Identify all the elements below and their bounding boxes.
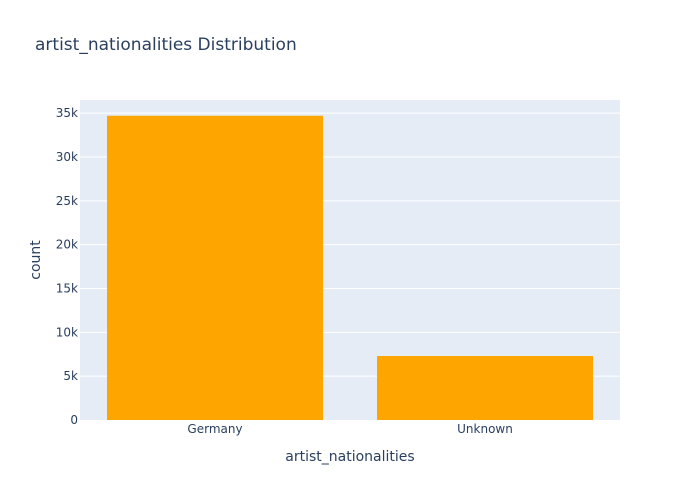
- y-tick-label: 25k: [56, 194, 78, 208]
- x-axis-ticks: Germany Unknown: [187, 422, 512, 436]
- y-tick-label: 20k: [56, 238, 78, 252]
- y-tick-label: 10k: [56, 325, 78, 339]
- y-tick-label: 15k: [56, 281, 78, 295]
- bars: [107, 115, 593, 420]
- y-axis-ticks: 0 5k 10k 15k 20k 25k 30k 35k: [56, 106, 78, 427]
- x-tick-label: Unknown: [457, 422, 513, 436]
- x-axis-title: artist_nationalities: [285, 449, 414, 465]
- y-tick-label: 30k: [56, 150, 78, 164]
- bar-unknown: [377, 356, 593, 420]
- y-axis-title: count: [28, 240, 44, 280]
- y-tick-label: 0: [70, 413, 78, 427]
- y-tick-label: 5k: [63, 369, 78, 383]
- chart-title: artist_nationalities Distribution: [35, 35, 297, 55]
- x-tick-label: Germany: [187, 422, 242, 436]
- y-tick-label: 35k: [56, 106, 78, 120]
- bar-germany: [107, 115, 323, 420]
